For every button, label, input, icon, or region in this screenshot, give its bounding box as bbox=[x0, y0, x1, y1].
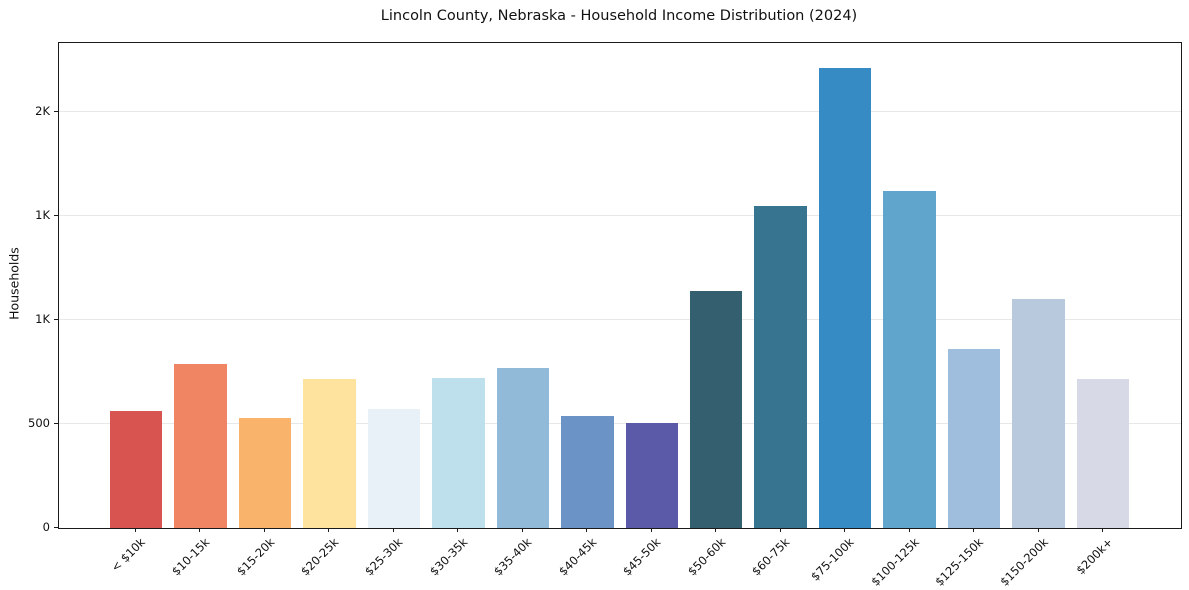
x-tick-mark bbox=[779, 528, 781, 532]
bar bbox=[754, 206, 807, 528]
x-tick-label: $30-35k bbox=[426, 535, 471, 579]
x-tick-mark bbox=[844, 528, 846, 532]
bar bbox=[947, 349, 1001, 528]
x-tick-mark bbox=[392, 528, 394, 532]
x-tick-mark bbox=[715, 528, 717, 532]
x-tick-label: < $10k bbox=[108, 535, 148, 575]
gridline bbox=[59, 423, 1181, 425]
x-tick-mark bbox=[135, 528, 136, 532]
bar bbox=[496, 367, 550, 528]
y-tick-label: 0 bbox=[42, 520, 50, 534]
x-tick-label: $50-60k bbox=[684, 535, 729, 579]
x-tick-mark bbox=[457, 528, 459, 532]
x-tick-mark bbox=[199, 528, 201, 532]
bar bbox=[625, 422, 678, 528]
y-tick-label: 2K bbox=[35, 103, 50, 118]
bar bbox=[174, 363, 227, 528]
x-tick-mark bbox=[650, 528, 652, 532]
bar bbox=[1076, 379, 1130, 528]
chart-title: Lincoln County, Nebraska - Household Inc… bbox=[380, 8, 858, 24]
bar bbox=[1012, 299, 1065, 528]
x-tick-mark bbox=[328, 528, 330, 532]
y-tick-mark bbox=[54, 422, 58, 424]
y-tick-mark bbox=[54, 110, 58, 112]
y-tick-mark bbox=[54, 527, 58, 528]
x-tick-label: $45-50k bbox=[620, 535, 664, 579]
x-tick-mark bbox=[586, 528, 588, 532]
y-tick-label: 1K bbox=[35, 207, 50, 222]
y-tick-mark bbox=[54, 214, 58, 216]
x-tick-label: $15-20k bbox=[233, 535, 277, 579]
x-tick-label: $20-25k bbox=[297, 535, 342, 579]
x-tick-label: $35-40k bbox=[491, 535, 535, 579]
x-tick-label: $200k+ bbox=[1072, 535, 1115, 578]
x-tick-mark bbox=[521, 528, 523, 532]
x-tick-label: $150-200k bbox=[996, 535, 1051, 589]
x-tick-label: $100-125k bbox=[867, 535, 922, 589]
x-tick-label: $60-75k bbox=[749, 535, 793, 579]
plot-area bbox=[58, 42, 1182, 529]
bar bbox=[561, 415, 614, 528]
x-tick-mark bbox=[1037, 528, 1039, 532]
y-tick-label: 500 bbox=[28, 415, 50, 430]
x-tick-mark bbox=[1102, 528, 1104, 532]
x-tick-mark bbox=[908, 528, 910, 532]
bar bbox=[109, 411, 163, 528]
y-tick-mark bbox=[54, 318, 58, 320]
x-tick-mark bbox=[263, 528, 265, 532]
x-tick-label: $25-30k bbox=[362, 535, 406, 579]
bar bbox=[883, 190, 936, 528]
x-tick-label: $10-15k bbox=[168, 535, 213, 579]
bar bbox=[303, 379, 356, 528]
gridline bbox=[59, 215, 1181, 217]
gridline bbox=[59, 319, 1181, 321]
x-tick-label: $75-100k bbox=[808, 535, 858, 584]
bar bbox=[689, 290, 743, 528]
bar bbox=[238, 417, 292, 528]
bar bbox=[818, 67, 872, 528]
bar bbox=[367, 409, 421, 528]
y-tick-label: 1K bbox=[35, 311, 50, 326]
y-axis-label: Households bbox=[6, 247, 22, 320]
x-tick-label: $125-150k bbox=[932, 535, 987, 589]
bar bbox=[432, 378, 485, 528]
gridline bbox=[59, 111, 1181, 113]
x-tick-label: $40-45k bbox=[555, 535, 600, 579]
x-tick-mark bbox=[973, 528, 975, 532]
